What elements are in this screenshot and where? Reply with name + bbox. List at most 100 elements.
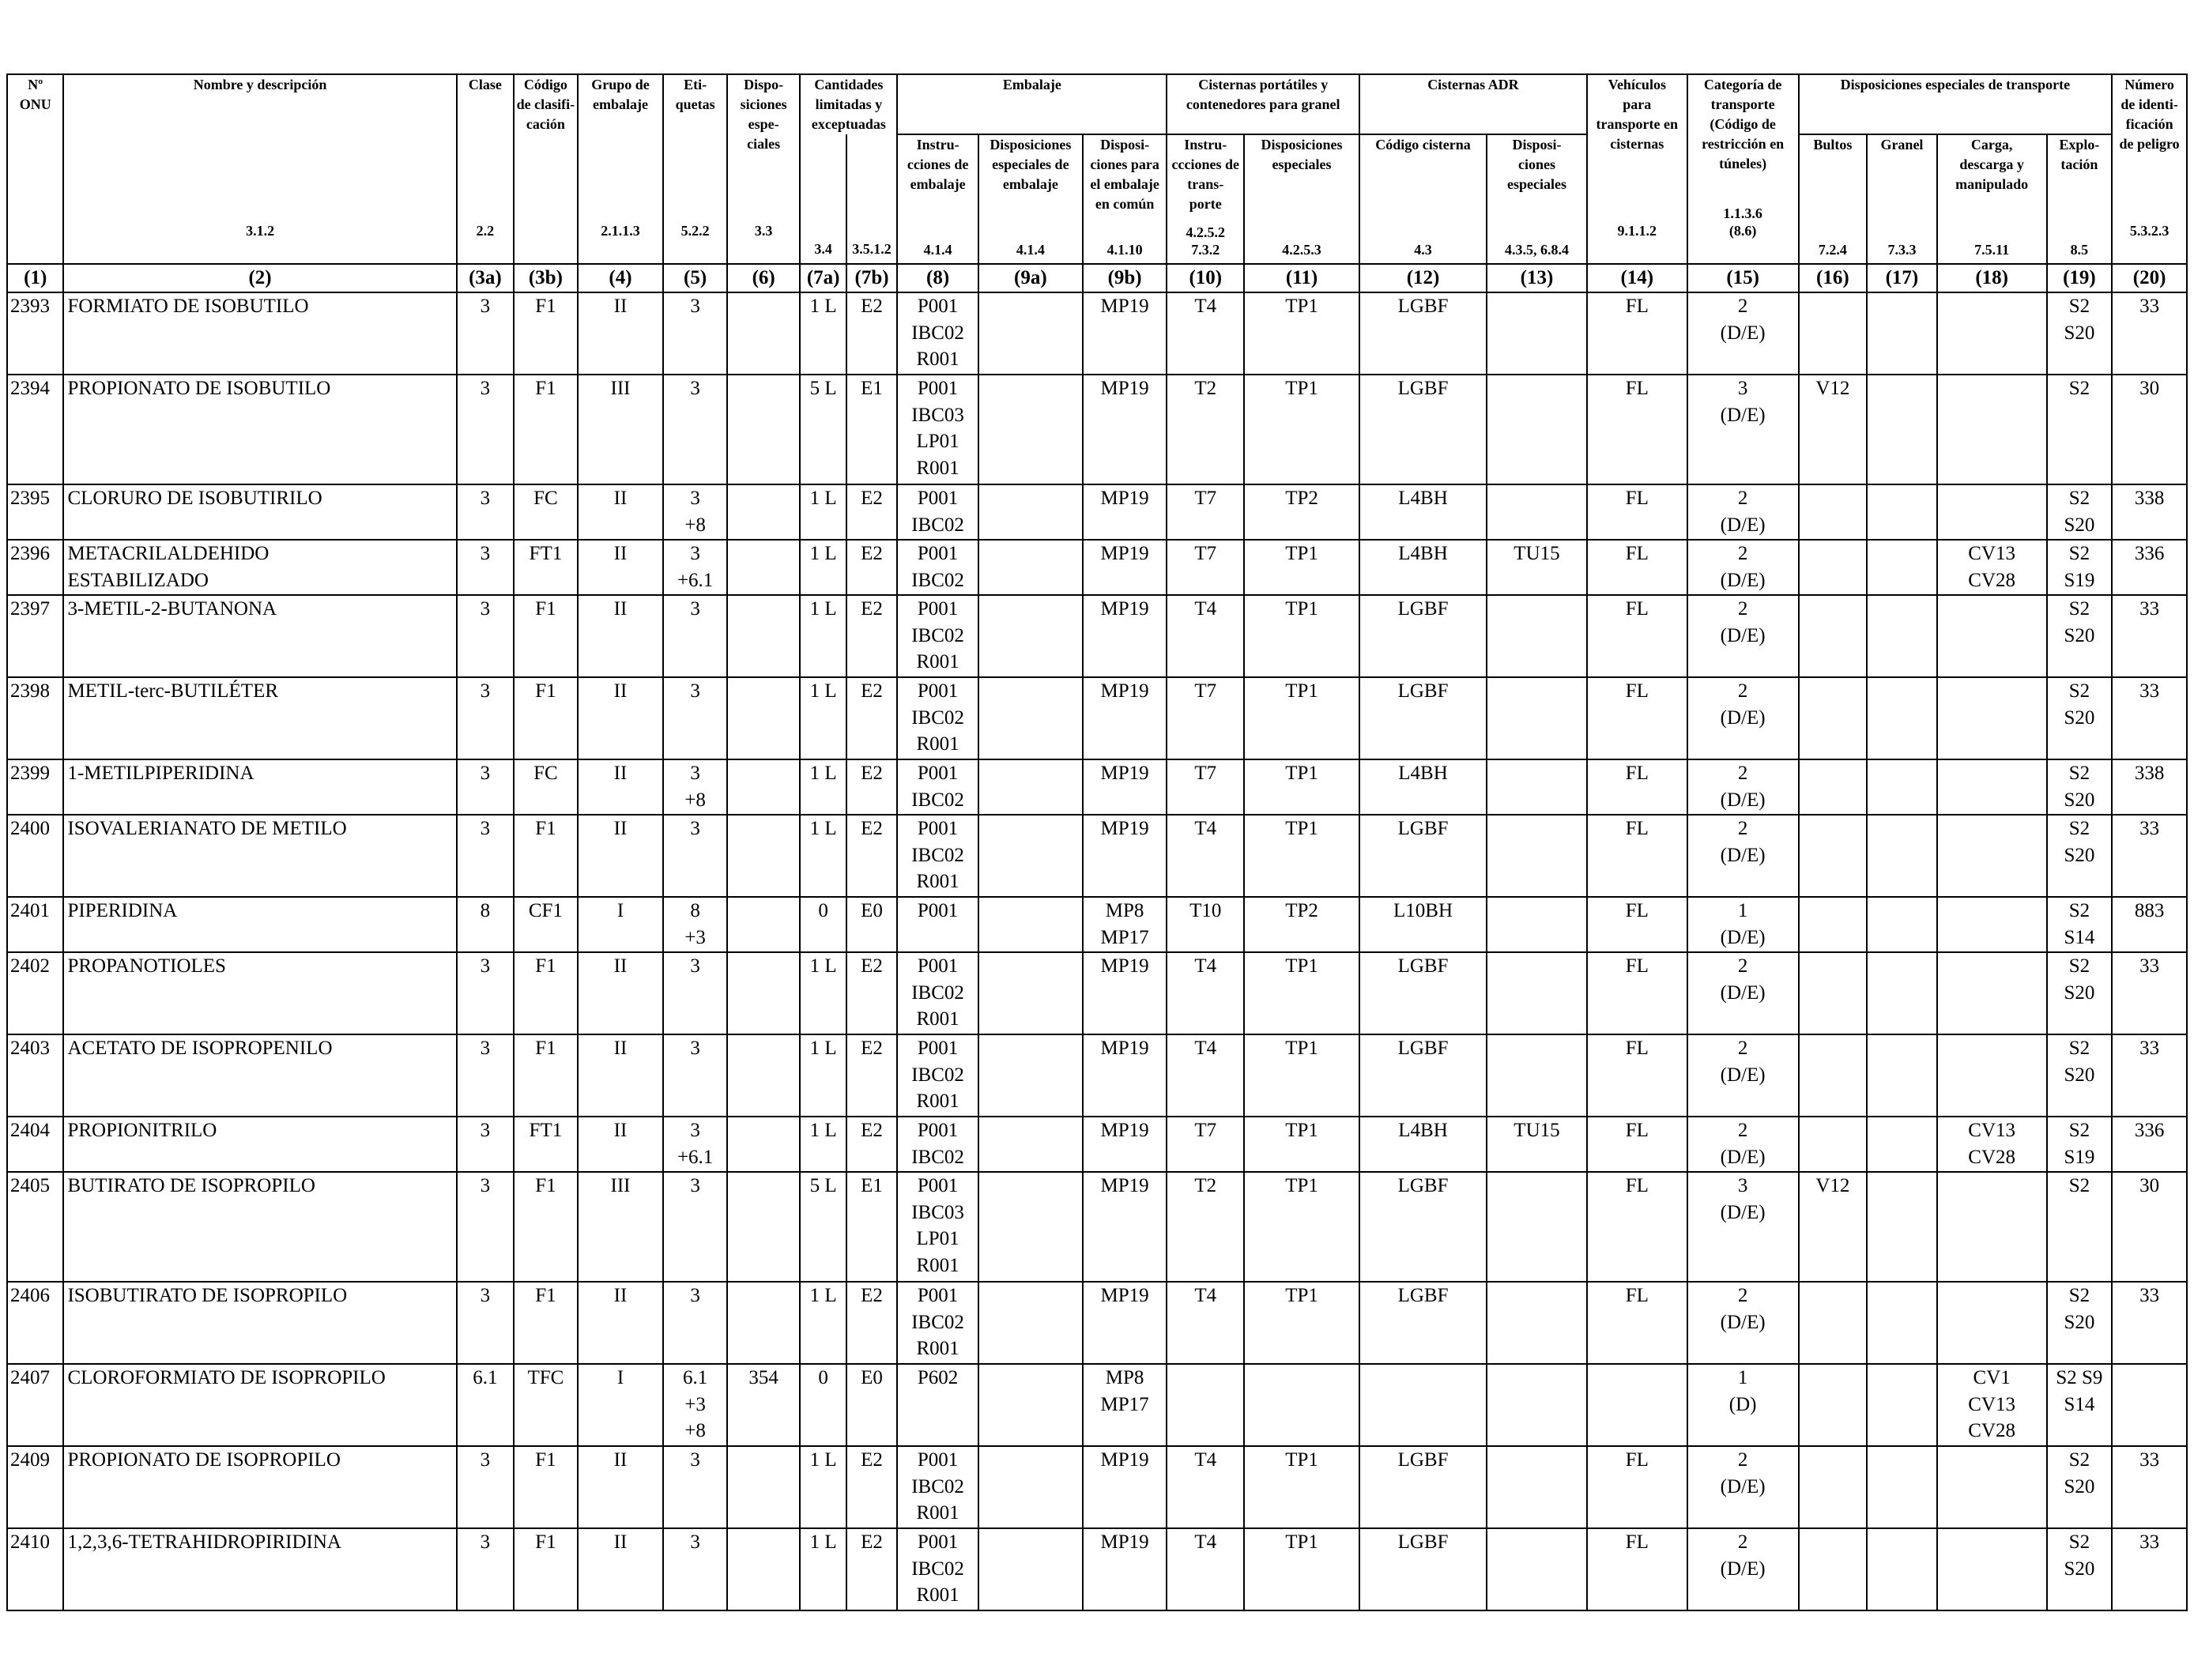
header-cdisp: Disposi- ciones especiales 4.3.5, 6.8.4	[1486, 134, 1588, 265]
cell-disp	[726, 1034, 801, 1117]
column-title: Explo- tación	[2059, 137, 2100, 172]
cell-dispemb	[977, 1527, 1084, 1611]
column-title: Vehículos para transporte en cisternas	[1596, 77, 1679, 152]
table-row: 2398 METIL-terc-BUTILÉTER 3 F1 II 3 1 L E2 P001 …	[6, 676, 2188, 760]
column-title: Código cisterna	[1375, 137, 1471, 153]
cell-clase: 3	[455, 539, 515, 596]
cell-categoria: 2 (D/E)	[1686, 814, 1800, 898]
cell-cisterna: LGBF	[1359, 374, 1488, 485]
cell-instr: P001 IBC02 R001	[896, 292, 979, 375]
column-reference: 7.2.4	[1818, 242, 1847, 258]
cell-eq: E1	[845, 1171, 899, 1283]
cell-explo: S2 S20	[2045, 676, 2113, 760]
cell-clase: 3	[455, 1445, 515, 1529]
cell-peligro: 33	[2111, 814, 2188, 898]
cell-dispemb	[977, 814, 1084, 898]
cell-cdisp	[1486, 951, 1588, 1035]
cell-bultos	[1797, 1527, 1868, 1611]
cell-granel	[1866, 951, 1938, 1035]
cell-tinstr: T4	[1166, 292, 1246, 375]
cell-etiquetas: 3 +8	[662, 484, 728, 541]
cell-vehiculos	[1585, 1363, 1688, 1447]
cell-un: 2410	[6, 1527, 65, 1611]
cell-instr: P001 IBC02	[896, 539, 979, 596]
cell-carga	[1936, 1527, 2048, 1611]
cell-tdisp: TP1	[1243, 676, 1361, 760]
cell-dispemb	[977, 484, 1084, 541]
cell-bultos	[1797, 1034, 1868, 1117]
cell-etiquetas: 3	[662, 374, 728, 485]
cell-bultos	[1797, 1445, 1868, 1529]
cell-tinstr: T4	[1166, 1281, 1246, 1365]
cell-eq: E2	[845, 484, 899, 541]
cell-granel	[1866, 1363, 1938, 1447]
cell-tdisp: TP2	[1243, 896, 1361, 953]
cell-tinstr: T4	[1166, 1034, 1246, 1117]
cell-instr: P001 IBC02 R001	[896, 1034, 979, 1117]
cell-dispemb	[977, 374, 1084, 485]
cell-lq: 1 L	[799, 1281, 847, 1365]
table-row: 2396 METACRILALDEHIDO ESTABILIZADO 3 FT1 II 3…	[6, 539, 2188, 596]
cell-vehiculos: FL	[1585, 1171, 1688, 1283]
table-row: 2407 CLOROFORMIATO DE ISOPROPILO 6.1 TFC I 6.…	[6, 1363, 2188, 1447]
cell-name: 1-METILPIPERIDINA	[62, 759, 458, 816]
cell-lq: 1 L	[799, 594, 847, 678]
cell-granel	[1866, 814, 1938, 898]
column-reference: 4.1.10	[1106, 242, 1143, 258]
column-reference: 4.1.4	[923, 242, 952, 258]
header-disposiciones: Dispo- siciones espe- ciales 3.3	[726, 73, 801, 265]
cell-vehiculos: FL	[1585, 1034, 1688, 1117]
column-title: Número de identi- ficación de peligro	[2119, 77, 2180, 152]
cell-clase: 3	[455, 1034, 515, 1117]
cell-eq: E2	[845, 676, 899, 760]
cell-explo: S2 S20	[2045, 484, 2113, 541]
cell-grupo: II	[576, 292, 665, 375]
cell-tdisp: TP1	[1243, 374, 1361, 485]
column-reference: 5.2.2	[680, 223, 710, 239]
column-title: Disposiciones especiales	[1261, 137, 1343, 172]
cell-tdisp: TP1	[1243, 1281, 1361, 1365]
cell-eq: E0	[845, 896, 899, 953]
cell-name: METACRILALDEHIDO ESTABILIZADO	[62, 539, 458, 596]
column-title: Disposi- ciones especiales	[1506, 137, 1566, 192]
cell-grupo: II	[576, 484, 665, 541]
cell-instr: P001 IBC02 R001	[896, 951, 979, 1035]
column-number-bultos: (16)	[1797, 263, 1868, 293]
cell-lq: 5 L	[799, 1171, 847, 1283]
cell-explo: S2 S9 S14	[2045, 1363, 2113, 1447]
cell-clase: 3	[455, 374, 515, 485]
table-row: 2397 3-METIL-2-BUTANONA 3 F1 II 3 1 L E2 P001 IB…	[6, 594, 2188, 678]
cell-etiquetas: 3	[662, 292, 728, 375]
cell-tinstr: T2	[1166, 374, 1246, 485]
table-row: 2405 BUTIRATO DE ISOPROPILO 3 F1 III 3 5 L E1 P0…	[6, 1171, 2188, 1283]
cell-clase: 6.1	[455, 1363, 515, 1447]
header-bultos: Bultos 7.2.4	[1797, 134, 1868, 265]
cell-tdisp: TP1	[1243, 1116, 1361, 1173]
cell-eq: E2	[845, 814, 899, 898]
cell-cisterna: LGBF	[1359, 594, 1488, 678]
column-number-tinstr: (10)	[1166, 263, 1246, 293]
cell-comun: MP19	[1081, 759, 1168, 816]
cell-bultos	[1797, 896, 1868, 953]
header-etiquetas: Eti- quetas 5.2.2	[662, 73, 728, 265]
cell-cdisp	[1486, 1445, 1588, 1529]
column-number-peligro: (20)	[2111, 263, 2188, 293]
cell-codigo: TFC	[513, 1363, 579, 1447]
cell-cdisp	[1486, 759, 1588, 816]
cell-name: 1,2,3,6-TETRAHIDROPIRIDINA	[62, 1527, 458, 1611]
cell-comun: MP19	[1081, 1116, 1168, 1173]
column-reference: 2.1.1.3	[601, 223, 640, 239]
cell-peligro: 33	[2111, 1281, 2188, 1365]
cell-etiquetas: 3	[662, 1445, 728, 1529]
cell-tdisp: TP2	[1243, 484, 1361, 541]
cell-bultos	[1797, 484, 1868, 541]
cell-cisterna: L4BH	[1359, 759, 1488, 816]
column-number-clase: (3a)	[455, 263, 515, 293]
cell-name: CLOROFORMIATO DE ISOPROPILO	[62, 1363, 458, 1447]
table-row: 2404 PROPIONITRILO 3 FT1 II 3 +6.1 1 L E2 P001 I…	[6, 1116, 2188, 1173]
cell-bultos	[1797, 1363, 1868, 1447]
cell-peligro: 30	[2111, 1171, 2188, 1283]
cell-comun: MP19	[1081, 814, 1168, 898]
cell-instr: P001 IBC03 LP01 R001	[896, 374, 979, 485]
